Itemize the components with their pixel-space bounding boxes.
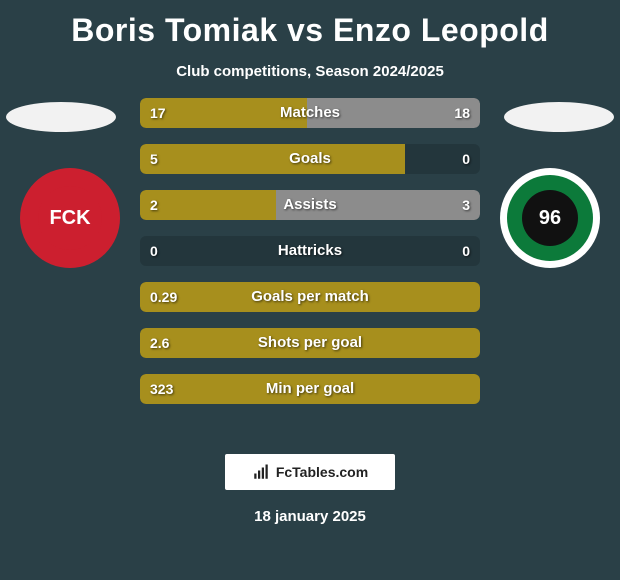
subtitle: Club competitions, Season 2024/2025 — [0, 63, 620, 80]
date-label: 18 january 2025 — [0, 508, 620, 525]
stat-row: 1718Matches — [140, 98, 480, 128]
footer-brand: FcTables.com — [225, 454, 395, 490]
stat-row: 323Min per goal — [140, 374, 480, 404]
stat-bars: 1718Matches 50Goals 23Assists 00Hattricks 0.… — [140, 98, 480, 420]
stat-row: 50Goals — [140, 144, 480, 174]
player-left-oval — [6, 102, 116, 132]
player-left-crest-label: FCK — [38, 186, 102, 250]
page-title: Boris Tomiak vs Enzo Leopold — [0, 0, 620, 49]
stat-label: Shots per goal — [140, 328, 480, 358]
stat-label: Matches — [140, 98, 480, 128]
stat-label: Goals — [140, 144, 480, 174]
stat-row: 00Hattricks — [140, 236, 480, 266]
player-right-oval — [504, 102, 614, 132]
stat-label: Assists — [140, 190, 480, 220]
footer-label: FcTables.com — [276, 464, 368, 480]
stat-label: Hattricks — [140, 236, 480, 266]
player-right-crest-label: 96 — [522, 190, 578, 246]
player-right-crest: 96 — [500, 168, 600, 268]
stat-row: 2.6Shots per goal — [140, 328, 480, 358]
chart-icon — [252, 463, 270, 481]
stat-label: Goals per match — [140, 282, 480, 312]
stat-label: Min per goal — [140, 374, 480, 404]
comparison-area: FCK 96 1718Matches 50Goals 23Assists 00Hatt… — [0, 98, 620, 428]
stat-row: 23Assists — [140, 190, 480, 220]
stat-row: 0.29Goals per match — [140, 282, 480, 312]
player-left-crest: FCK — [20, 168, 120, 268]
